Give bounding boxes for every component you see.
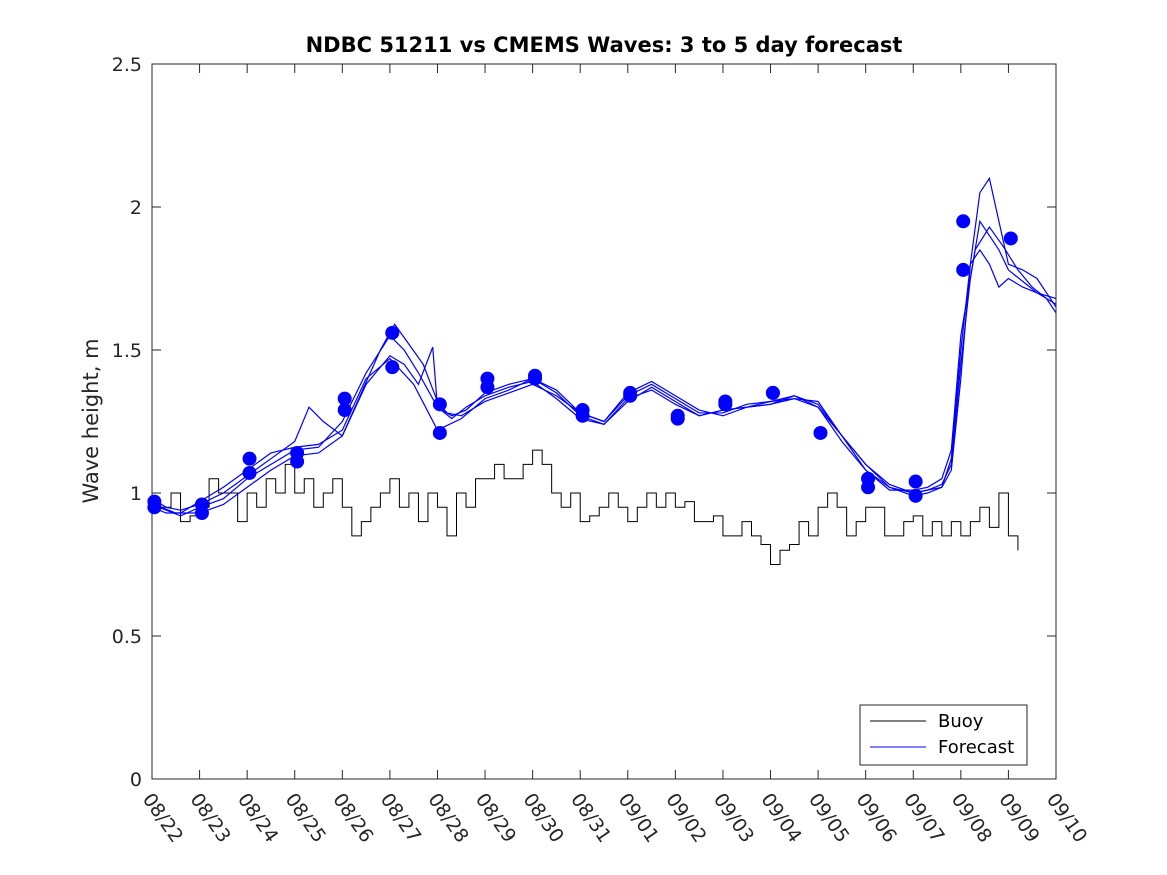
- chart-title: NDBC 51211 vs CMEMS Waves: 3 to 5 day fo…: [306, 33, 903, 57]
- forecast-marker: [385, 360, 400, 375]
- y-tick-label: 2: [130, 197, 142, 219]
- y-tick-label: 2.5: [112, 54, 142, 76]
- x-tick-label: 09/08: [947, 789, 996, 846]
- x-tick-label: 08/26: [328, 789, 377, 846]
- forecast-marker: [575, 408, 590, 423]
- forecast-marker: [765, 385, 780, 400]
- forecast-marker: [528, 371, 543, 386]
- forecast-marker: [194, 506, 209, 521]
- y-tick-label: 0.5: [112, 626, 142, 648]
- x-tick-label: 09/04: [756, 789, 805, 846]
- x-tick-label: 09/05: [804, 789, 853, 846]
- marker-group: [147, 214, 1018, 521]
- forecast-marker: [908, 474, 923, 489]
- x-tick-label: 08/31: [566, 789, 615, 846]
- forecast-marker: [908, 488, 923, 503]
- forecast-marker: [956, 214, 971, 229]
- legend-forecast-label: Forecast: [938, 737, 1014, 758]
- x-tick-label: 08/23: [185, 789, 234, 846]
- x-tick-label: 08/28: [423, 789, 472, 846]
- forecast-marker: [718, 397, 733, 412]
- forecast-marker: [1003, 231, 1018, 246]
- forecast-line-3: [151, 248, 1057, 511]
- forecast-marker: [147, 500, 162, 515]
- y-tick-label: 1.5: [112, 340, 142, 362]
- forecast-marker: [385, 325, 400, 340]
- x-tick-label: 09/09: [994, 789, 1043, 846]
- forecast-marker: [670, 411, 685, 426]
- legend-box: [859, 704, 1028, 766]
- forecast-marker: [337, 403, 352, 418]
- forecast-marker: [242, 465, 257, 480]
- x-tick-label: 09/02: [661, 789, 710, 846]
- x-tick-label: 08/24: [233, 789, 282, 846]
- forecast-marker: [242, 451, 257, 466]
- legend: Buoy Forecast: [859, 704, 1028, 766]
- forecast-marker: [623, 388, 638, 403]
- y-tick-label: 1: [130, 483, 142, 505]
- forecast-marker: [432, 397, 447, 412]
- series-group: [151, 176, 1057, 565]
- x-tick-label: 09/10: [1042, 789, 1091, 846]
- y-axis: 0 0.5 1 1.5 2 2.5: [112, 54, 1056, 791]
- buoy-line: [152, 449, 1019, 565]
- forecast-line-4: [151, 225, 1057, 514]
- x-tick-label: 09/06: [852, 789, 901, 846]
- x-tick-label: 08/27: [376, 789, 425, 846]
- x-tick-label: 09/03: [709, 789, 758, 846]
- y-tick-label: 0: [130, 769, 142, 791]
- x-tick-label: 09/01: [614, 789, 663, 846]
- forecast-marker: [956, 262, 971, 277]
- forecast-marker: [861, 480, 876, 495]
- x-tick-label: 08/30: [519, 789, 568, 846]
- x-tick-label: 09/07: [899, 789, 948, 846]
- forecast-marker: [480, 380, 495, 395]
- forecast-marker: [813, 425, 828, 440]
- x-tick-label: 08/22: [138, 789, 187, 846]
- x-tick-label: 08/29: [471, 789, 520, 846]
- forecast-marker: [432, 425, 447, 440]
- y-axis-label: Wave height, m: [79, 338, 103, 503]
- legend-buoy-label: Buoy: [938, 711, 984, 732]
- x-tick-label: 08/25: [281, 789, 330, 846]
- forecast-marker: [290, 454, 305, 469]
